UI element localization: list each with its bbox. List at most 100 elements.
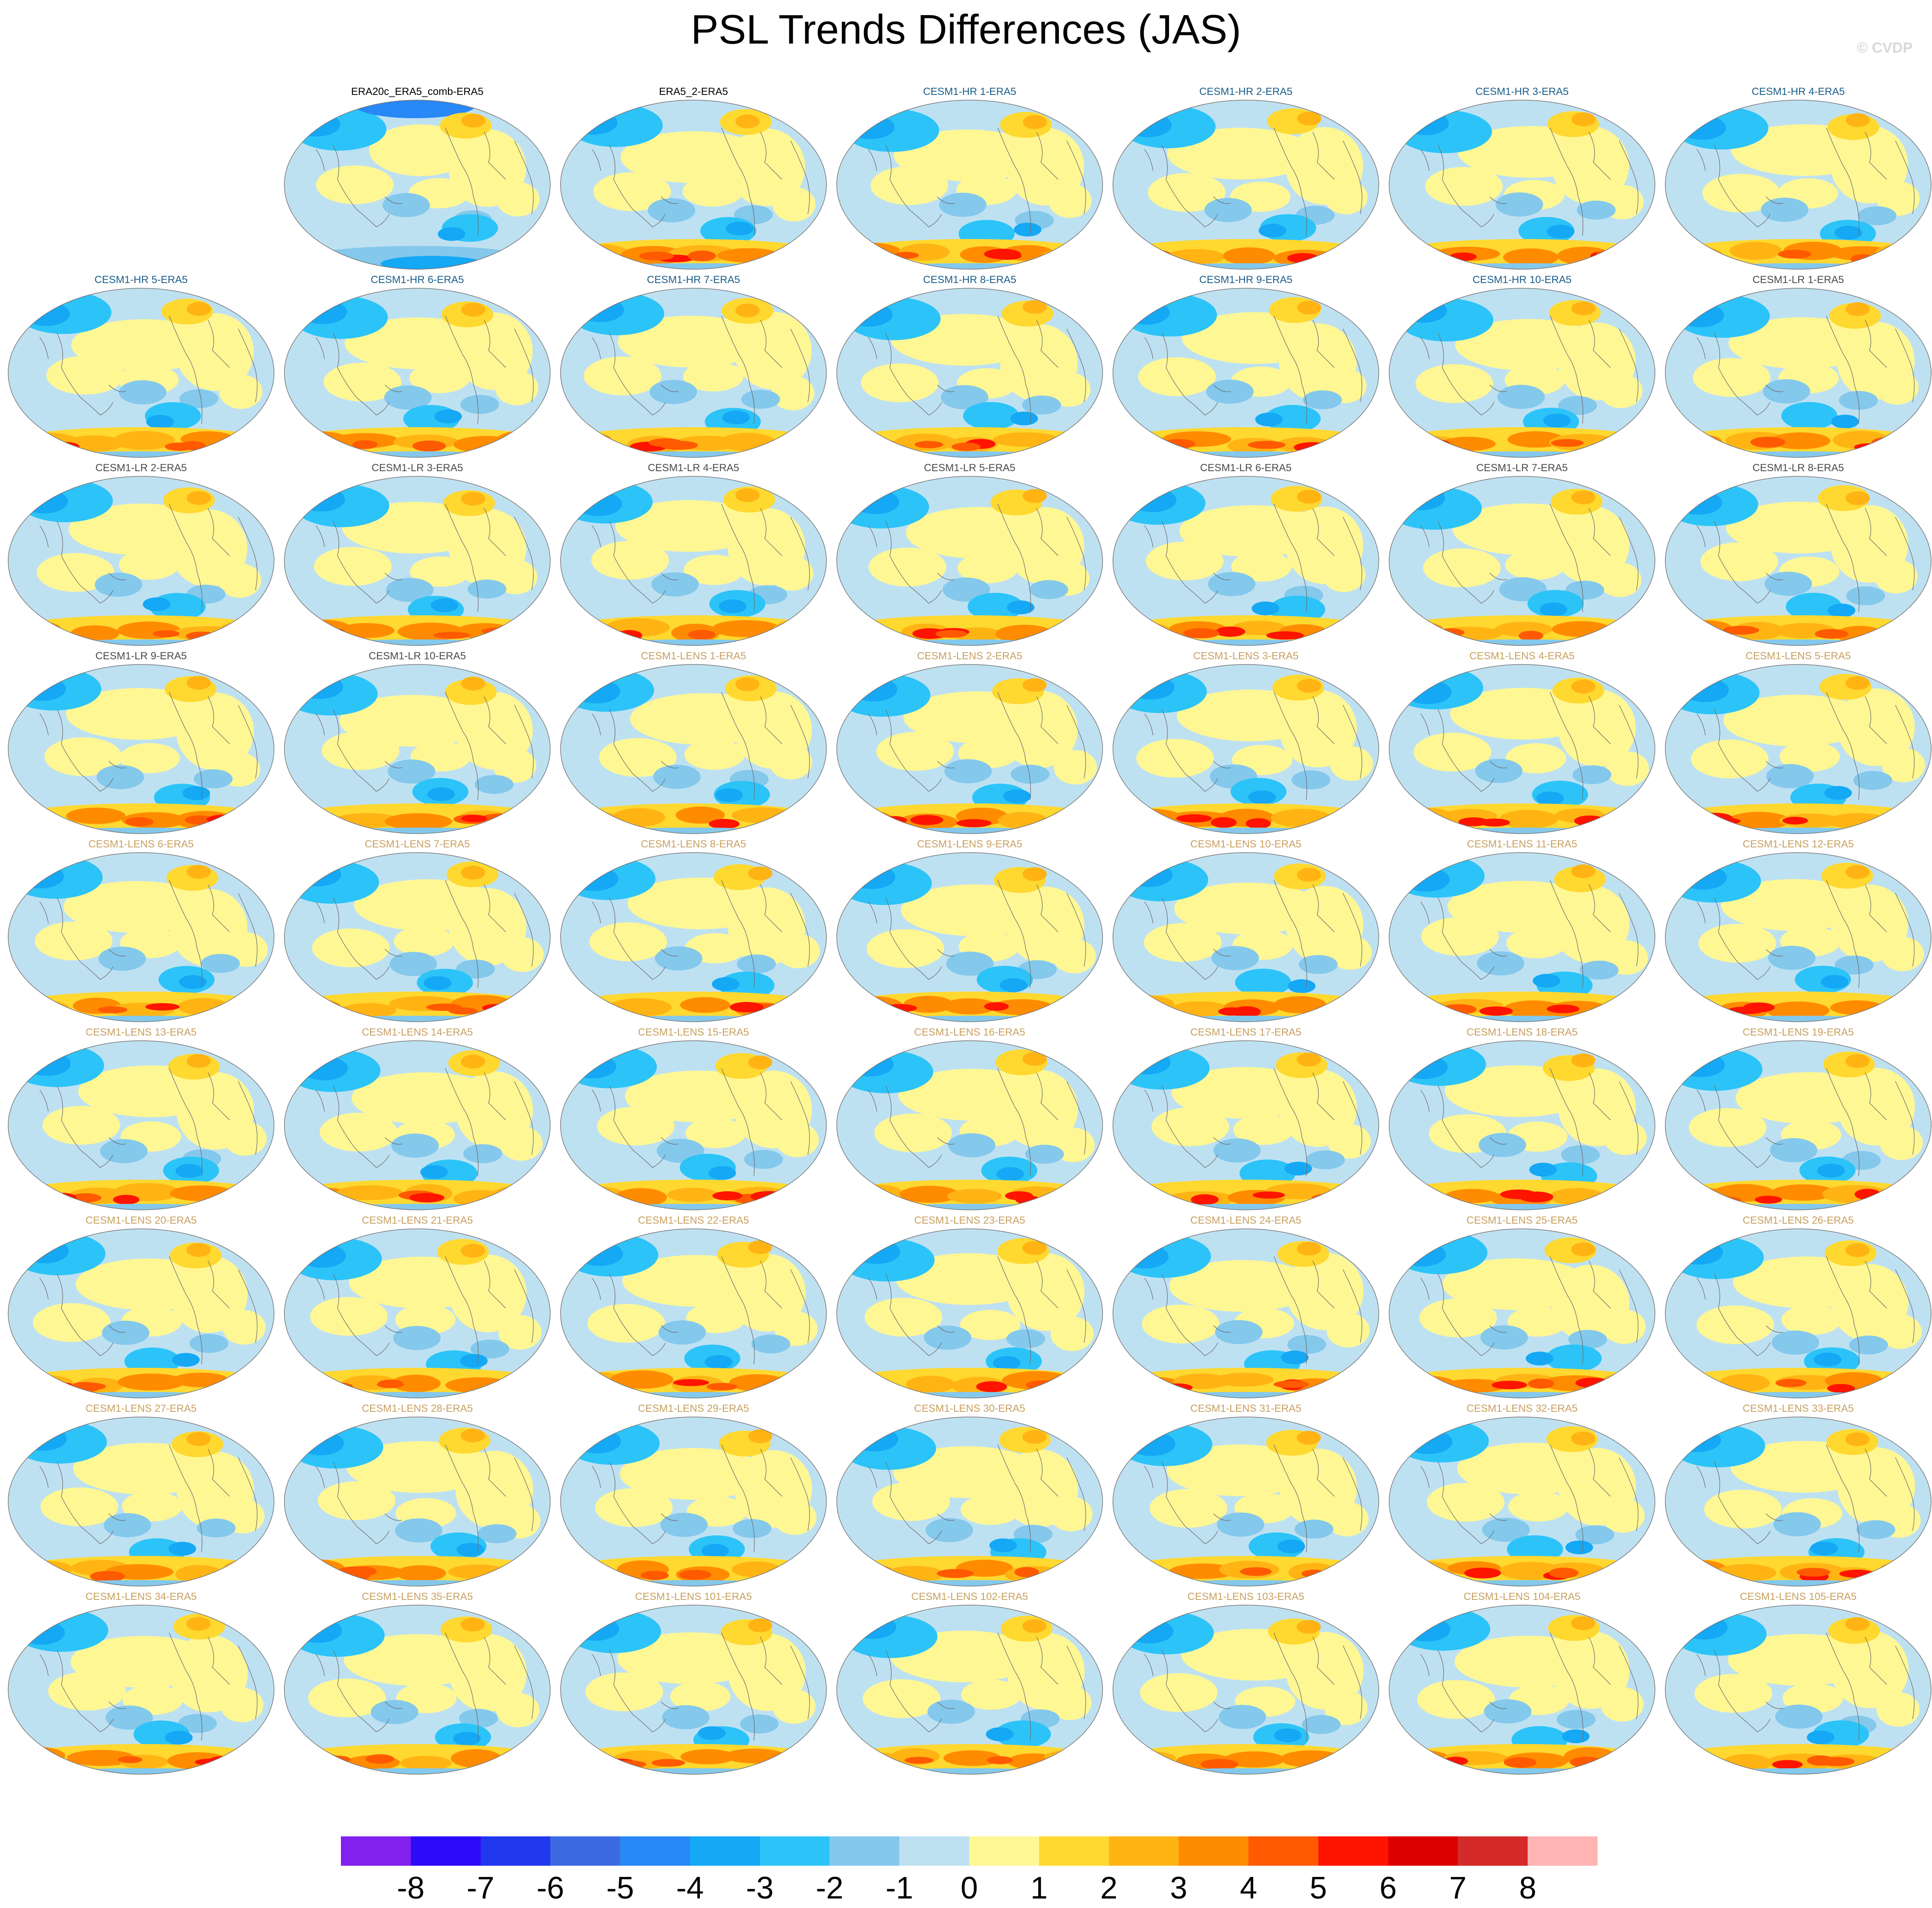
negative-region — [23, 1052, 71, 1076]
positive-region — [1890, 435, 1931, 453]
positive-region — [498, 1315, 542, 1350]
globe-outline — [1389, 1417, 1655, 1587]
negative-region — [179, 975, 207, 989]
positive-region — [1183, 628, 1220, 639]
coastlines — [1696, 692, 1915, 800]
negative-region — [1828, 603, 1856, 617]
positive-region — [1296, 1620, 1321, 1634]
positive-region — [186, 302, 211, 316]
map-panel: CESM1-HR 4-ERA5 — [1662, 86, 1932, 272]
panel-label: CESM1-LENS 19-ERA5 — [1743, 1026, 1854, 1038]
positive-region — [448, 1007, 478, 1015]
negative-region — [104, 1513, 151, 1537]
positive-region — [499, 1126, 543, 1161]
psl-trend-map — [1110, 1038, 1382, 1212]
negative-region — [309, 639, 525, 645]
positive-region — [226, 1375, 274, 1391]
panel-label: CESM1-LENS 27-ERA5 — [85, 1403, 197, 1414]
negative-region — [842, 1615, 938, 1658]
globe-outline — [8, 1040, 274, 1210]
positive-region — [935, 630, 968, 638]
globe-outline — [1389, 1605, 1655, 1775]
negative-region — [309, 828, 525, 834]
psl-trend-map — [1662, 98, 1932, 272]
positive-region — [1048, 1002, 1103, 1017]
coastlines — [39, 315, 258, 424]
negative-region — [168, 1542, 196, 1556]
positive-region — [1547, 1004, 1579, 1014]
positive-region — [660, 441, 698, 450]
positive-region — [1022, 300, 1047, 314]
positive-region — [1326, 1191, 1379, 1206]
psl-trend-map — [834, 1226, 1106, 1401]
positive-region — [1273, 1380, 1309, 1388]
globe-outline — [284, 100, 551, 270]
negative-region — [1690, 639, 1906, 645]
positive-region — [1600, 1564, 1655, 1580]
negative-region — [17, 1620, 65, 1645]
positive-region — [1602, 1309, 1646, 1344]
coastlines — [1696, 1632, 1915, 1741]
negative-region — [708, 1166, 736, 1180]
negative-region — [1414, 1204, 1630, 1210]
positive-region — [1022, 678, 1047, 692]
positive-region — [176, 693, 254, 771]
positive-region — [1770, 432, 1831, 450]
colorbar-tick-label: 4 — [1240, 1871, 1258, 1905]
positive-region — [1845, 865, 1870, 879]
coastlines — [868, 880, 1086, 989]
positive-region — [1500, 1189, 1537, 1200]
negative-region — [999, 978, 1027, 992]
positive-region — [1665, 814, 1725, 831]
negative-region — [570, 110, 618, 135]
negative-region — [453, 1732, 481, 1746]
positive-region — [313, 628, 344, 635]
negative-region — [715, 788, 743, 803]
positive-region — [224, 1559, 274, 1577]
coastlines — [592, 127, 810, 236]
panel-label: CESM1-LENS 24-ERA5 — [1190, 1215, 1302, 1226]
negative-region — [299, 299, 347, 324]
negative-region — [1414, 1768, 1630, 1774]
positive-region — [1458, 817, 1489, 826]
globe-outline — [1389, 100, 1655, 270]
map-panel: CESM1-LENS 3-ERA5 — [1110, 651, 1382, 836]
psl-trend-map — [281, 286, 553, 460]
positive-region — [1297, 679, 1321, 693]
positive-region — [1297, 868, 1321, 882]
positive-region — [771, 376, 815, 411]
positive-region — [906, 1376, 955, 1393]
positive-region — [98, 1006, 128, 1014]
positive-region — [323, 362, 401, 402]
map-panel: CESM1-LR 5-ERA5 — [834, 463, 1106, 648]
map-panel: CESM1-LENS 7-ERA5 — [281, 839, 553, 1024]
negative-region — [1770, 1138, 1818, 1162]
coastlines — [592, 880, 810, 989]
psl-trend-map — [5, 1038, 277, 1212]
colorbar-tick-label: -6 — [536, 1871, 564, 1905]
positive-region — [1702, 173, 1780, 213]
map-panel: CESM1-LENS 105-ERA5 — [1662, 1591, 1932, 1777]
coastlines — [592, 315, 810, 424]
negative-region — [1575, 1525, 1614, 1545]
map-panel: CESM1-LENS 23-ERA5 — [834, 1215, 1106, 1401]
negative-region — [381, 256, 484, 269]
positive-region — [914, 441, 943, 448]
panel-label: CESM1-HR 1-ERA5 — [923, 86, 1017, 98]
coastlines — [39, 1068, 258, 1177]
positive-region — [595, 1488, 673, 1527]
psl-trend-map — [281, 98, 553, 272]
negative-region — [1761, 198, 1809, 222]
positive-region — [1322, 557, 1366, 592]
negative-region — [851, 490, 899, 514]
positive-region — [113, 1195, 139, 1205]
negative-region — [662, 1705, 710, 1730]
map-panel: CESM1-LENS 21-ERA5 — [281, 1215, 553, 1401]
coastlines — [315, 315, 534, 424]
positive-region — [735, 677, 760, 691]
positive-region — [585, 1672, 663, 1712]
positive-region — [1571, 112, 1596, 126]
positive-region — [984, 249, 1021, 259]
positive-region — [1551, 126, 1629, 204]
negative-region — [1125, 863, 1173, 887]
